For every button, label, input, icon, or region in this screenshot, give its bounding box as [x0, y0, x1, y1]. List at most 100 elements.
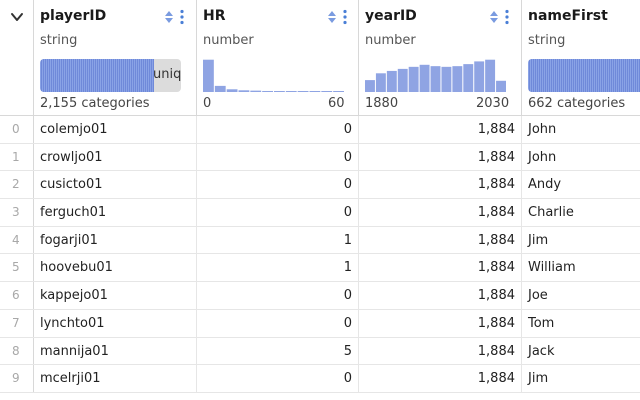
histogram-bar[interactable] [262, 90, 273, 92]
cell-hr[interactable]: 1 [197, 226, 359, 254]
chevron-down-icon [11, 13, 23, 21]
cell-hr[interactable]: 5 [197, 337, 359, 365]
cell-yearid[interactable]: 1,884 [359, 226, 522, 254]
cell-namefirst[interactable]: Tom [528, 315, 555, 331]
table-row[interactable]: 1 crowljo01 0 1,884 John [0, 143, 640, 172]
cell-playerid[interactable]: colemjo01 [34, 116, 197, 143]
cell-namefirst[interactable]: Jack [528, 343, 555, 359]
range-min: 0 [203, 96, 212, 111]
table-row[interactable]: 2 cusicto01 0 1,884 Andy [0, 171, 640, 200]
range-min: 1880 [365, 96, 399, 111]
cell-namefirst[interactable]: Andy [528, 177, 562, 193]
cell-playerid[interactable]: hoovebu01 [34, 254, 197, 282]
column-menu-icon[interactable] [342, 9, 348, 25]
cell-playerid[interactable]: lynchto01 [34, 309, 197, 337]
cell-hr[interactable]: 0 [197, 309, 359, 337]
histogram-bar[interactable] [297, 91, 309, 92]
histogram-bar[interactable] [463, 64, 474, 92]
histogram-bar[interactable] [214, 85, 226, 92]
cell-hr[interactable]: 0 [197, 116, 359, 143]
column-name: playerID [40, 8, 107, 24]
column-type: string [528, 33, 566, 48]
collapse-toggle[interactable] [0, 0, 34, 116]
histogram-bar[interactable] [375, 73, 386, 92]
table-row[interactable]: 4 fogarji01 1 1,884 Jim [0, 226, 640, 255]
cell-yearid[interactable]: 1,884 [359, 282, 522, 309]
row-index: 3 [0, 199, 34, 226]
table-row[interactable]: 3 ferguch01 0 1,884 Charlie [0, 199, 640, 227]
histogram-bar[interactable] [430, 66, 441, 92]
column-header-playerid[interactable]: playerID string uniq 2,155 categories [34, 0, 197, 116]
histogram-bar[interactable] [485, 59, 496, 92]
cell-playerid[interactable]: fogarji01 [34, 226, 197, 254]
cell-hr[interactable]: 0 [197, 143, 359, 171]
hr-histogram [203, 59, 344, 92]
cell-yearid[interactable]: 1,884 [359, 199, 522, 226]
histogram-bar[interactable] [496, 80, 506, 92]
cell-hr[interactable]: 0 [197, 365, 359, 392]
cell-yearid[interactable]: 1,884 [359, 171, 522, 199]
histogram-bar[interactable] [365, 80, 375, 92]
unique-values-fill [40, 59, 155, 92]
sort-icon[interactable] [489, 10, 499, 24]
row-index: 1 [0, 143, 34, 171]
cell-yearid[interactable]: 1,884 [359, 116, 522, 143]
column-menu-icon[interactable] [504, 9, 510, 25]
sort-icon[interactable] [164, 10, 174, 24]
sort-icon[interactable] [327, 10, 337, 24]
histogram-bar[interactable] [274, 91, 285, 92]
cell-namefirst[interactable]: John [528, 149, 557, 165]
histogram-bar[interactable] [250, 90, 262, 92]
column-summary: 2,155 categories [40, 96, 150, 111]
histogram-bar[interactable] [441, 66, 452, 92]
cell-playerid[interactable]: cusicto01 [34, 171, 197, 199]
cell-hr[interactable]: 0 [197, 282, 359, 309]
cell-yearid[interactable]: 1,884 [359, 254, 522, 282]
cell-namefirst[interactable]: William [528, 260, 576, 276]
histogram-bar[interactable] [419, 64, 430, 92]
cell-yearid[interactable]: 1,884 [359, 309, 522, 337]
column-menu-icon[interactable] [179, 9, 185, 25]
cell-hr[interactable]: 1 [197, 254, 359, 282]
column-header-namefirst[interactable]: nameFirst string 662 categories [522, 0, 640, 116]
cell-hr[interactable]: 0 [197, 199, 359, 226]
table-row[interactable]: 5 hoovebu01 1 1,884 William [0, 254, 640, 283]
cell-namefirst[interactable]: John [528, 122, 557, 137]
cell-yearid[interactable]: 1,884 [359, 365, 522, 392]
cell-hr[interactable]: 0 [197, 171, 359, 199]
cell-namefirst[interactable]: Joe [528, 288, 548, 304]
row-index: 0 [0, 116, 34, 143]
table-row[interactable]: 8 mannija01 5 1,884 Jack [0, 337, 640, 366]
column-header-yearid[interactable]: yearID number 1880 2030 [359, 0, 522, 116]
table-row[interactable]: 9 mcelrji01 0 1,884 Jim [0, 365, 640, 393]
cell-playerid[interactable]: ferguch01 [34, 199, 197, 226]
grid-header: playerID string uniq 2,155 categories HR [0, 0, 640, 116]
histogram-bar[interactable] [452, 66, 463, 92]
histogram-bar[interactable] [386, 70, 397, 92]
histogram-bar[interactable] [408, 66, 419, 92]
histogram-bar[interactable] [238, 90, 250, 92]
cell-playerid[interactable]: mannija01 [34, 337, 197, 365]
histogram-bar[interactable] [285, 91, 297, 92]
histogram-bar[interactable] [397, 68, 408, 92]
histogram-bar[interactable] [321, 91, 333, 92]
histogram-bar[interactable] [474, 61, 485, 92]
histogram-bar[interactable] [226, 89, 238, 92]
histogram-bar[interactable] [203, 59, 214, 92]
cell-namefirst[interactable]: Jim [528, 232, 549, 248]
row-index: 5 [0, 254, 34, 282]
cell-playerid[interactable]: kappejo01 [34, 282, 197, 309]
cell-playerid[interactable]: crowljo01 [34, 143, 197, 171]
cell-namefirst[interactable]: Charlie [528, 205, 574, 221]
cell-yearid[interactable]: 1,884 [359, 337, 522, 365]
unique-bar-label: uniq [153, 67, 181, 82]
cell-playerid[interactable]: mcelrji01 [34, 365, 197, 392]
column-header-hr[interactable]: HR number 0 60 [197, 0, 359, 116]
table-row[interactable]: 7 lynchto01 0 1,884 Tom [0, 309, 640, 338]
histogram-bar[interactable] [333, 91, 344, 92]
table-row[interactable]: 6 kappejo01 0 1,884 Joe [0, 282, 640, 310]
table-row[interactable]: 0 colemjo01 0 1,884 John [0, 116, 640, 144]
histogram-bar[interactable] [309, 91, 321, 92]
cell-namefirst[interactable]: Jim [528, 371, 549, 387]
cell-yearid[interactable]: 1,884 [359, 143, 522, 171]
